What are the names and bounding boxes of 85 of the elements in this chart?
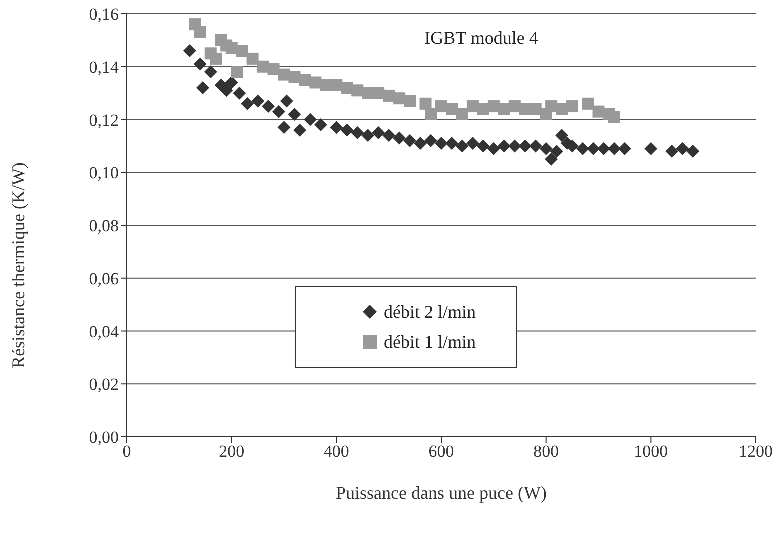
point [304,113,317,126]
point [420,98,432,110]
point [414,137,428,150]
y-tick-label: 0,16 [89,5,119,24]
point [314,118,328,132]
point [204,66,218,79]
point [340,124,354,137]
point [644,142,658,156]
point [194,26,206,39]
point [280,94,294,108]
point [257,60,270,73]
y-tick-label: 0,10 [89,164,119,183]
point [556,129,569,142]
point [445,137,458,150]
point [236,45,248,58]
point [686,144,700,158]
legend-label: débit 1 l/min [384,332,476,352]
point [435,137,448,150]
text: IGBT module 4 [424,28,540,49]
point [476,140,490,153]
point [225,76,238,90]
point [183,44,196,58]
y-tick-label: 0,14 [89,58,120,77]
point [566,100,579,113]
point [618,142,632,156]
point [608,142,621,156]
point [487,142,500,156]
point [498,140,511,153]
point [382,129,396,142]
x-tick-label: 0 [122,442,132,462]
point [466,137,480,150]
point [272,105,286,118]
point [666,144,679,158]
point [404,95,416,108]
point [231,66,244,78]
point [545,152,558,166]
point [576,142,590,156]
point [456,140,469,153]
y-tick-label: 0,06 [89,269,119,288]
x-tick-label: 1000 [634,442,668,462]
point [425,108,438,120]
point [278,121,291,134]
point [293,124,306,137]
y-tick-label: 0,02 [89,375,119,394]
point [241,97,254,110]
x-tick-label: 200 [219,442,245,462]
point [508,140,522,153]
y-tick-label: 0,08 [89,216,119,236]
point [518,140,532,153]
point [456,108,468,120]
y-axis-title: Résistance thermique (K/W) [8,162,28,368]
y-tick-label: 0,12 [89,110,119,130]
point [540,142,553,156]
point [608,111,620,124]
point [424,134,438,148]
legend-label: débit 2 l/min [384,302,476,322]
x-tick-label: 600 [428,442,454,462]
point [246,52,259,65]
y-tick-label: 0,04 [89,322,120,342]
point [529,140,542,153]
point [262,100,276,114]
point [196,82,210,95]
point [220,84,234,98]
point [582,98,594,110]
point [676,142,690,156]
point [466,100,479,113]
point [587,142,600,156]
x-axis-title: Puissance dans une puce (W) [336,483,547,503]
x-tick-label: 400 [324,442,350,462]
point [252,94,265,108]
point [550,144,564,158]
y-tick-label: 0,00 [89,428,119,448]
point [194,58,207,71]
x-tick-label: 800 [534,442,560,462]
point [330,121,344,134]
point [404,134,417,148]
point [372,126,386,140]
x-tick-label: 1200 [739,442,773,462]
point [362,129,375,142]
point [288,108,302,121]
point [597,142,610,156]
point [393,132,406,145]
point [351,126,364,140]
point [233,86,246,100]
point [436,100,448,113]
